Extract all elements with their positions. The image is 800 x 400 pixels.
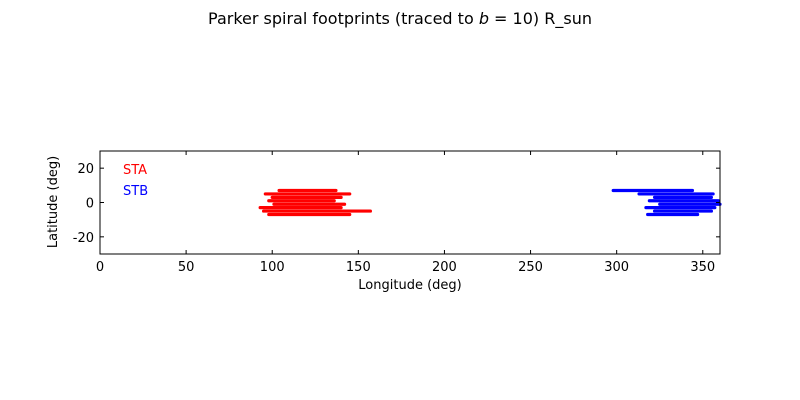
chart-title-italic: b [479,9,489,28]
y-tick-label: 20 [77,162,94,177]
chart-title-prefix: Parker spiral footprints (traced to [208,9,479,28]
x-tick-label: 0 [96,260,104,275]
y-axis-label: Latitude (deg) [46,156,61,248]
x-tick-label: 100 [260,260,285,275]
x-tick-label: 150 [346,260,371,275]
y-tick-label: -20 [73,231,94,246]
x-tick-label: 350 [690,260,715,275]
x-tick-label: 300 [604,260,629,275]
plot-marks [258,188,722,217]
x-tick-label: 50 [178,260,195,275]
plot-frame [99,150,721,255]
x-axis-label: Longitude (deg) [358,278,461,293]
chart-title-suffix: = 10) R_sun [489,9,592,29]
chart-title: Parker spiral footprints (traced to b = … [208,9,592,29]
x-tick-label: 200 [432,260,457,275]
y-tick-label: 0 [86,197,94,212]
legend-label-sta: STA [123,163,147,178]
x-tick-label: 250 [518,260,543,275]
legend-label-stb: STB [123,184,148,199]
